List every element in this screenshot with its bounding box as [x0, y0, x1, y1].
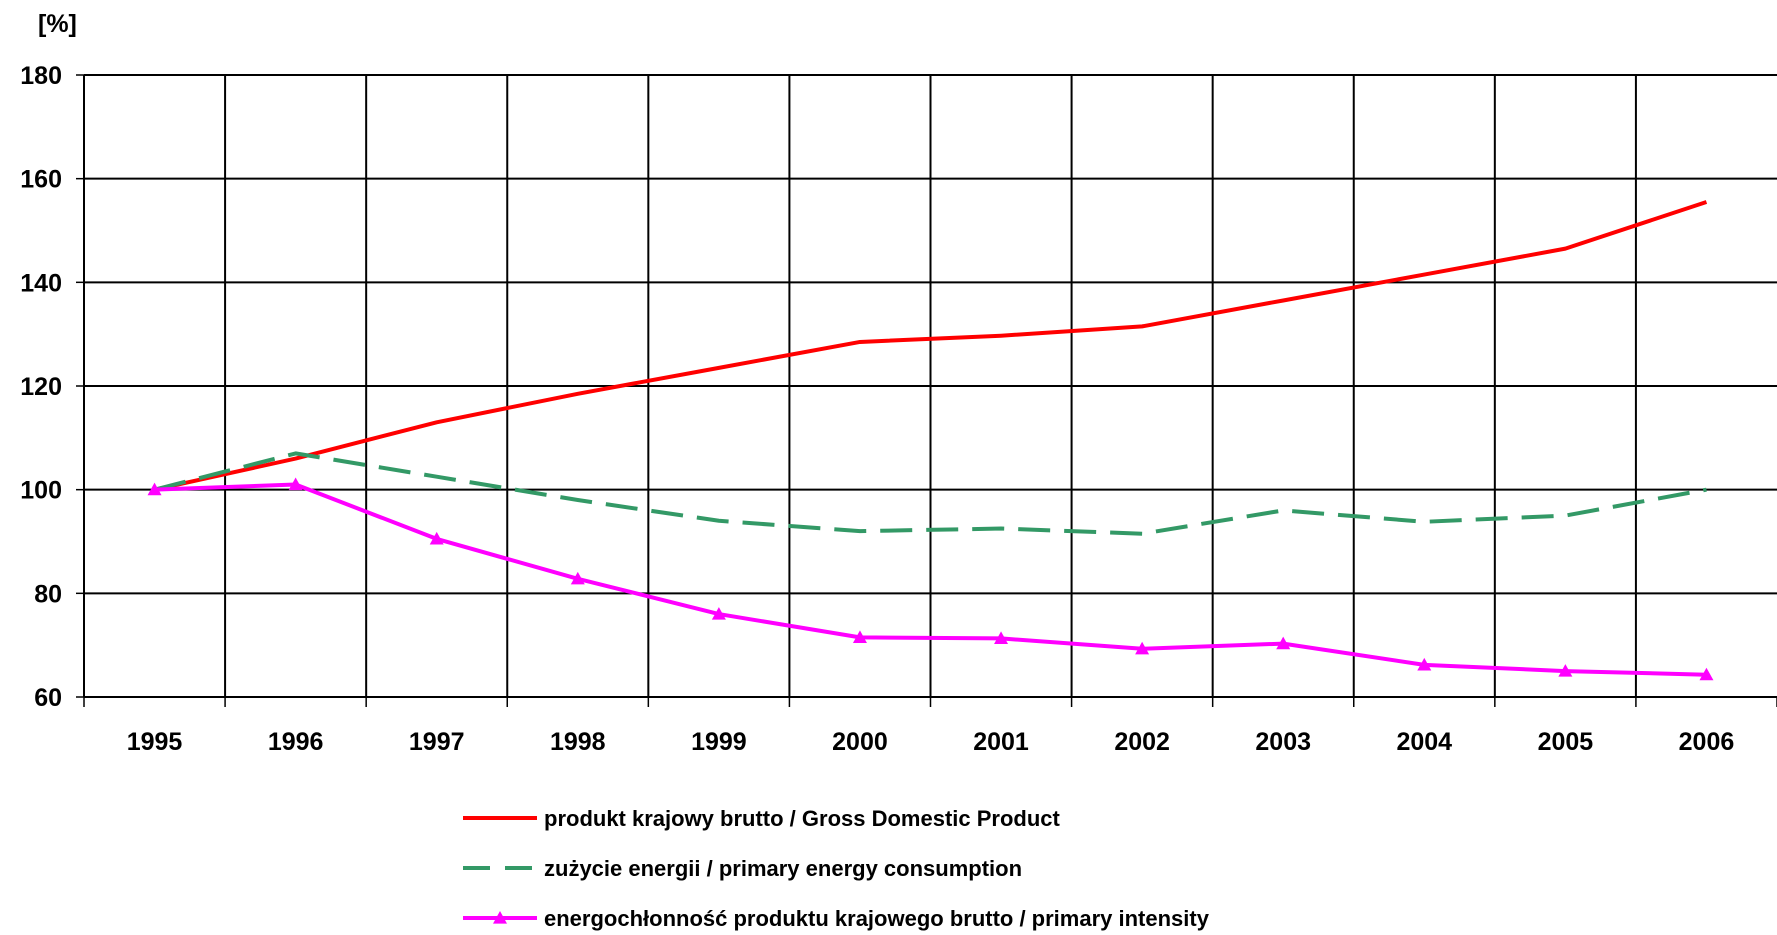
- y-tick-label: 180: [20, 62, 62, 90]
- x-tick-label: 1999: [691, 728, 747, 756]
- x-tick-label: 1995: [127, 728, 183, 756]
- series-3-marker: [1558, 664, 1573, 677]
- series-3-marker: [1699, 667, 1714, 681]
- y-tick-label: 60: [34, 684, 62, 712]
- series-3-marker: [711, 607, 726, 620]
- x-tick-label: 2005: [1538, 728, 1594, 756]
- x-tick-label: 1997: [409, 728, 465, 756]
- x-tick-label: 1998: [550, 728, 606, 756]
- series-line-1: [154, 200, 1708, 492]
- x-tick-label: 2003: [1255, 728, 1311, 756]
- series-3-marker: [147, 482, 162, 496]
- series: [147, 200, 1714, 681]
- axes: [76, 74, 1777, 707]
- series-line-3: [154, 482, 1707, 677]
- legend-label-1: produkt krajowy brutto / Gross Domestic …: [544, 806, 1061, 831]
- series-3-marker: [1417, 657, 1432, 671]
- x-tick-label: 2002: [1114, 728, 1170, 756]
- y-tick-label: 80: [34, 580, 62, 608]
- y-tick-label: 100: [20, 477, 62, 505]
- legend-label-2: zużycie energii / primary energy consump…: [544, 856, 1022, 881]
- series-3-marker: [852, 630, 867, 643]
- series-3-marker: [1276, 636, 1291, 650]
- y-axis-unit-label: [%]: [38, 10, 77, 38]
- series-3-marker: [1135, 641, 1150, 655]
- x-tick-label: 2006: [1679, 728, 1735, 756]
- grid: [84, 74, 1777, 697]
- x-tick-labels: 1995 1996 1997 1998 1999 2000 2001 2002 2003 2004…: [127, 728, 1735, 756]
- x-tick-label: 2000: [832, 728, 888, 756]
- x-tick-label: 1996: [268, 728, 324, 756]
- y-tick-label: 120: [20, 373, 62, 401]
- y-tick-labels: 60 80 100 120 140 160 180: [20, 62, 62, 712]
- legend-marker-3: [493, 911, 507, 924]
- x-tick-label: 2001: [973, 728, 1029, 756]
- legend-label-3: energochłonność produktu krajowego brutt…: [544, 906, 1210, 931]
- legend: produkt krajowy brutto / Gross Domestic …: [463, 806, 1210, 931]
- series-3-marker: [994, 631, 1009, 645]
- series-3-marker: [288, 477, 303, 491]
- y-tick-label: 140: [20, 269, 62, 297]
- x-tick-label: 2004: [1396, 728, 1452, 756]
- series-line-2: [154, 451, 1707, 536]
- y-tick-label: 160: [20, 166, 62, 194]
- series-3-marker: [570, 571, 585, 585]
- series-3-marker: [429, 531, 444, 545]
